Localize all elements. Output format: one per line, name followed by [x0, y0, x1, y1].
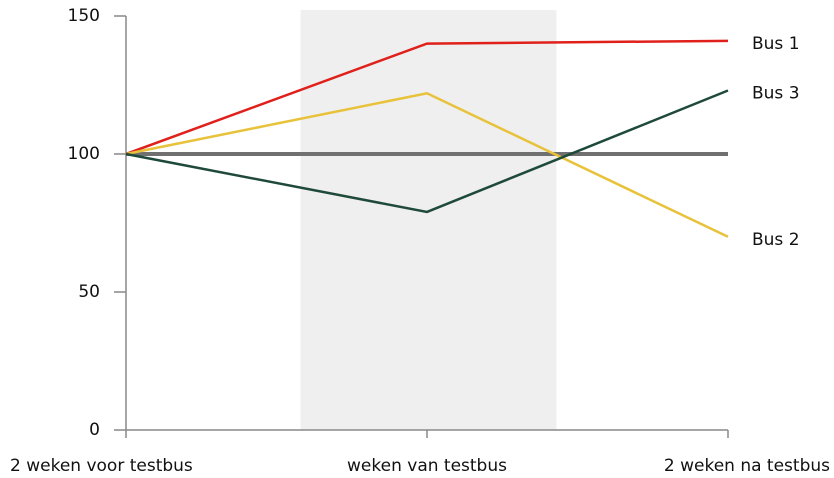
series-line [125, 91, 729, 238]
y-tick-label: 150 [68, 6, 100, 26]
y-tick-label: 100 [68, 144, 100, 164]
series-label: Bus 1 [752, 34, 800, 54]
y-tick-label: 0 [89, 420, 100, 440]
y-tick-label: 50 [78, 282, 100, 302]
series-line [125, 89, 729, 214]
series-line [125, 39, 729, 156]
series-label: Bus 2 [752, 230, 800, 250]
x-tick-label: weken van testbus [347, 456, 507, 476]
x-tick-label: 2 weken voor testbus [10, 456, 193, 476]
x-tick-label: 2 weken na testbus [664, 456, 830, 476]
highlight-band [300, 10, 557, 430]
series-label: Bus 3 [752, 84, 800, 104]
